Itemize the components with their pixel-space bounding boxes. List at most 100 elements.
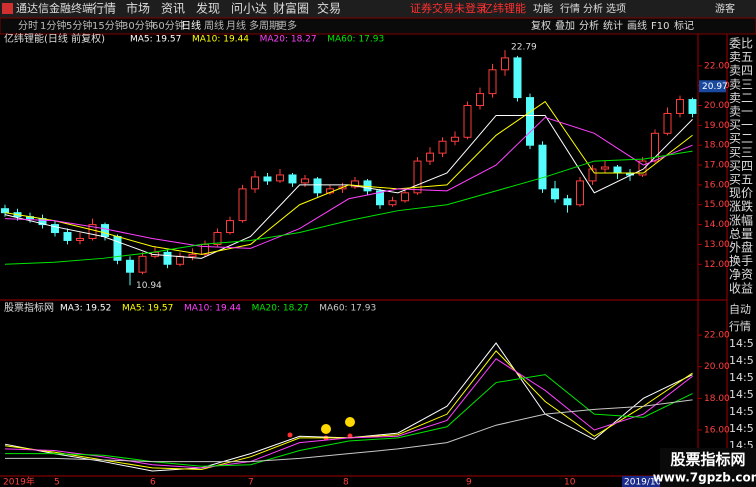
- quote-label: 现价: [729, 186, 753, 200]
- tool-button[interactable]: 统计: [603, 19, 623, 32]
- period-tab[interactable]: 多周期: [249, 19, 279, 32]
- tool-button[interactable]: 标记: [674, 20, 694, 32]
- candle-body: [313, 178, 322, 194]
- quote-label: 外盘: [729, 240, 753, 255]
- candle-body: [651, 132, 659, 162]
- candle-body: [301, 178, 309, 184]
- y-tick-label: 20.00: [704, 101, 730, 111]
- login-notice[interactable]: 证券交易未登录: [410, 1, 487, 15]
- candle-body: [663, 112, 672, 134]
- y-tick-label: 13.00: [704, 240, 730, 250]
- date-label: 10: [564, 478, 576, 487]
- menu-bar: [0, 0, 756, 18]
- tool-button[interactable]: 叠加: [555, 20, 575, 32]
- tool-button[interactable]: 画线: [627, 19, 647, 32]
- legend-entry: MA60: 17.93: [327, 35, 384, 45]
- ma-line: [4, 100, 693, 255]
- menu-item[interactable]: 市场: [126, 1, 150, 16]
- chart-title: 股票指标网: [4, 301, 54, 314]
- candle-body: [451, 136, 459, 142]
- quote-label: 卖二: [729, 91, 753, 105]
- legend-entry: MA10: 19.44: [192, 35, 249, 45]
- date-label: 5: [54, 478, 60, 487]
- menu-item[interactable]: 交易: [317, 1, 341, 16]
- y-tick-label: 22.00: [704, 61, 730, 71]
- candle-body: [1, 208, 9, 214]
- period-tab[interactable]: 周线: [204, 19, 224, 32]
- tool-button[interactable]: 分析: [579, 19, 599, 32]
- time-label: 14:5: [729, 354, 754, 367]
- stock-name: 亿纬锂能: [482, 1, 526, 15]
- candle-body: [551, 188, 559, 200]
- legend-entry: MA5: 19.57: [122, 304, 173, 314]
- period-tab[interactable]: 更多: [277, 19, 297, 32]
- candle-body: [526, 97, 534, 146]
- quote-label: 总量: [729, 227, 753, 241]
- candle-body: [276, 174, 284, 182]
- candle-body: [76, 237, 84, 241]
- menu-item[interactable]: 财富圈: [273, 1, 309, 16]
- menu-item[interactable]: 问小达: [231, 2, 267, 16]
- logo: 通达信金融终端: [16, 1, 93, 15]
- quote-label: 收益: [729, 281, 753, 295]
- period-tab[interactable]: 15分钟: [92, 19, 125, 32]
- cursor-date: 2019/10/2: [624, 478, 670, 487]
- candle-body: [401, 192, 409, 202]
- tool-button[interactable]: 复权: [531, 19, 551, 32]
- period-tab[interactable]: 月线: [226, 19, 246, 32]
- watermark-url: www.7gpzb.com: [653, 471, 756, 485]
- quote-label: 买一: [729, 118, 753, 132]
- candle-body: [538, 144, 547, 190]
- candle-body: [263, 176, 272, 182]
- menu-item[interactable]: 行情: [92, 2, 116, 16]
- time-label: 14:5: [729, 337, 754, 350]
- candle-body: [676, 99, 684, 114]
- candle-body: [588, 168, 597, 182]
- period-tab[interactable]: 60分钟: [152, 19, 185, 32]
- quote-label: 换手: [729, 254, 753, 268]
- smiley-icon: [321, 424, 331, 434]
- y-tick-label: 22.00: [704, 331, 730, 341]
- time-label: 14:5: [729, 405, 754, 418]
- quote-label: 卖一: [729, 105, 753, 119]
- tool-button[interactable]: F10: [651, 21, 669, 32]
- legend-entry: MA3: 19.52: [60, 304, 111, 314]
- quote-label: 买二: [729, 132, 753, 146]
- y-tick-label: 12.00: [704, 260, 730, 270]
- menu-item[interactable]: 发现: [196, 1, 220, 16]
- legend-entry: MA60: 17.93: [319, 304, 376, 314]
- date-label: 2019年: [3, 476, 35, 487]
- menu-item[interactable]: 行情: [560, 2, 580, 15]
- candle-body: [476, 93, 484, 107]
- period-tab[interactable]: 30分钟: [122, 19, 155, 32]
- quote-label: 卖四: [729, 64, 753, 78]
- date-label: 9: [466, 478, 472, 487]
- quote-label: 买五: [729, 173, 753, 187]
- candle-body: [563, 198, 572, 206]
- ma-line: [5, 399, 693, 463]
- y-tick-label: 20.00: [704, 362, 730, 372]
- high-label: 22.79: [511, 43, 537, 53]
- menu-item[interactable]: 资讯: [161, 2, 185, 16]
- menu-item[interactable]: 功能: [533, 2, 553, 15]
- user[interactable]: 游客: [715, 2, 735, 15]
- quote-label: 净资: [729, 268, 753, 282]
- legend-entry: MA20: 18.27: [252, 304, 309, 314]
- period-tab[interactable]: 日线: [181, 19, 201, 32]
- period-tab[interactable]: 1分钟: [40, 19, 66, 32]
- time-label: 14:5: [729, 422, 754, 435]
- menu-item[interactable]: 选项: [606, 2, 626, 15]
- last-price-box: [699, 80, 726, 93]
- date-label: 6: [150, 478, 156, 487]
- period-tab[interactable]: 5分钟: [66, 19, 92, 32]
- candle-body: [576, 180, 584, 206]
- menu-item[interactable]: 分析: [583, 2, 603, 15]
- candle-body: [51, 224, 59, 234]
- period-tab[interactable]: 分时: [18, 20, 38, 32]
- legend-entry: MA20: 18.27: [260, 35, 317, 45]
- quote-label: 买四: [729, 159, 753, 173]
- cursor-date-box: [622, 476, 672, 487]
- time-label: 自动: [729, 303, 751, 316]
- candle-body: [501, 57, 509, 71]
